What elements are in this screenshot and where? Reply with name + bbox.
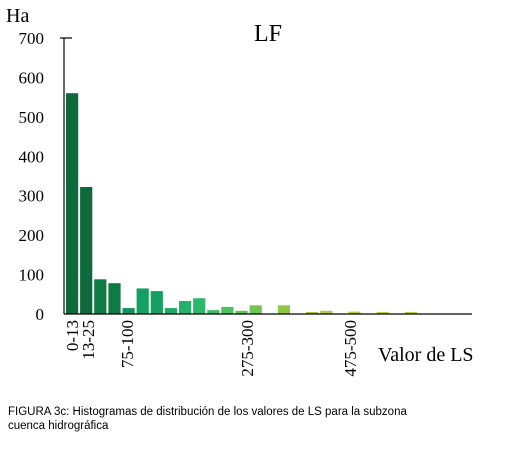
y-tick-label: 100 bbox=[19, 266, 45, 285]
bar bbox=[221, 306, 234, 314]
bar bbox=[376, 312, 389, 314]
bar bbox=[108, 283, 121, 314]
bar bbox=[179, 301, 192, 314]
bar bbox=[235, 310, 248, 314]
y-tick-label: 500 bbox=[19, 108, 45, 127]
y-tick-label: 300 bbox=[19, 187, 45, 206]
y-tick-label: 200 bbox=[19, 226, 45, 245]
bar bbox=[193, 298, 206, 314]
bar bbox=[150, 291, 163, 314]
bar bbox=[404, 312, 418, 314]
bar bbox=[306, 312, 319, 314]
caption-line-2: cuenca hidrográfica bbox=[8, 420, 109, 432]
bar bbox=[136, 288, 149, 314]
bar bbox=[94, 279, 107, 314]
x-tick-label: 475-500 bbox=[341, 320, 360, 377]
y-tick-label: 700 bbox=[19, 29, 45, 48]
bar bbox=[320, 310, 333, 314]
chart-title: LF bbox=[254, 21, 282, 47]
y-tick-label: 0 bbox=[36, 305, 45, 324]
bar bbox=[207, 310, 220, 314]
bar bbox=[122, 308, 135, 314]
bar bbox=[348, 311, 361, 314]
bar bbox=[249, 305, 262, 314]
caption-line-1: FIGURA 3c: Histogramas de distribución d… bbox=[8, 406, 407, 418]
x-tick-label: 0-13 bbox=[63, 320, 82, 351]
bar bbox=[277, 305, 290, 314]
x-tick-label: 75-100 bbox=[118, 320, 137, 368]
histogram-chart: LF Ha Valor de LS 0 100 200 300 400 500 600 700… bbox=[6, 5, 474, 377]
figure-caption: FIGURA 3c: Histogramas de distribución d… bbox=[8, 405, 503, 433]
bar bbox=[80, 187, 93, 314]
y-axis-label: Ha bbox=[6, 5, 29, 27]
x-tick-label: 275-300 bbox=[238, 320, 257, 377]
bar bbox=[66, 93, 79, 314]
bar bbox=[164, 308, 177, 314]
y-tick-label: 600 bbox=[19, 68, 45, 87]
x-axis-label: Valor de LS bbox=[378, 344, 474, 366]
y-tick-label: 400 bbox=[19, 147, 45, 166]
x-tick-label: 13-25 bbox=[79, 320, 98, 360]
